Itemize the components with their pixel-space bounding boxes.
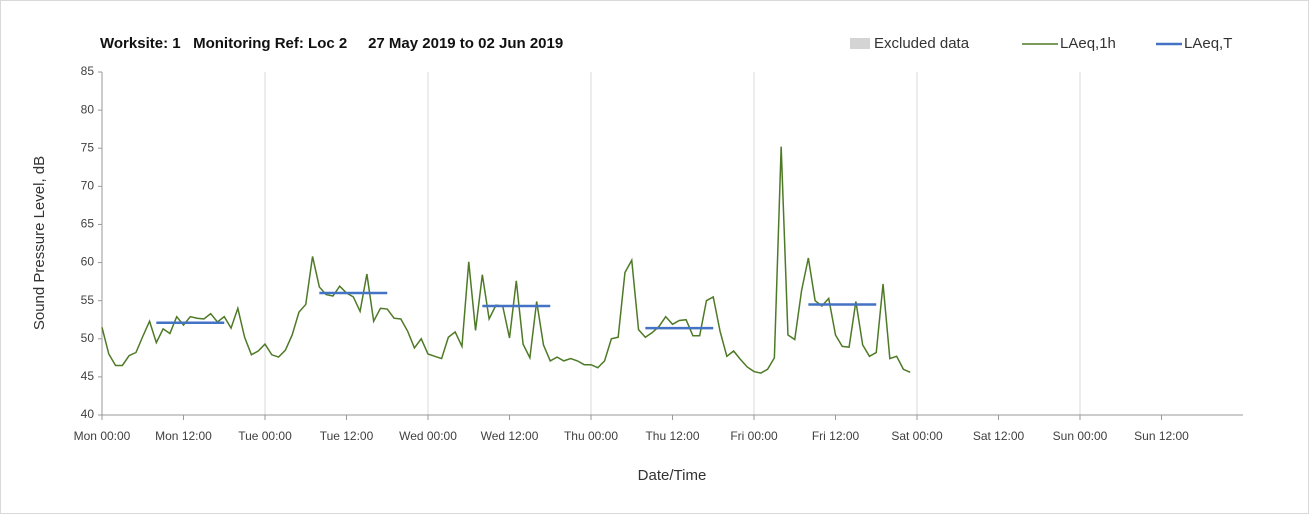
y-tick-label: 65 [81,217,95,231]
y-tick-label: 75 [81,140,95,154]
legend-label: Excluded data [874,35,970,52]
y-tick-label: 80 [81,102,95,116]
x-tick-label: Sun 00:00 [1053,429,1108,443]
x-tick-label: Fri 12:00 [812,429,860,443]
x-tick-label: Fri 00:00 [730,429,778,443]
legend-label: LAeq,T [1184,35,1232,52]
series-line [156,291,877,330]
x-tick-label: Wed 00:00 [399,429,457,443]
legend-swatch [850,38,870,49]
x-tick-label: Thu 12:00 [645,429,699,443]
y-tick-label: 45 [81,369,95,383]
y-tick-label: 55 [81,293,95,307]
x-tick-label: Sat 12:00 [973,429,1025,443]
y-tick-label: 60 [81,255,95,269]
y-tick-label: 70 [81,179,95,193]
y-tick-label: 50 [81,331,95,345]
x-tick-label: Thu 00:00 [564,429,618,443]
x-axis-title: Date/Time [638,467,707,484]
x-tick-label: Tue 12:00 [320,429,374,443]
chart-title: Worksite: 1 Monitoring Ref: Loc 2 27 May… [100,35,563,52]
x-tick-label: Sun 12:00 [1134,429,1189,443]
x-tick-label: Mon 00:00 [74,429,131,443]
x-tick-label: Wed 12:00 [481,429,539,443]
x-tick-label: Tue 00:00 [238,429,292,443]
legend-label: LAeq,1h [1060,35,1116,52]
series-line [101,146,911,374]
y-tick-label: 85 [81,64,95,78]
x-tick-label: Mon 12:00 [155,429,212,443]
x-tick-label: Sat 00:00 [891,429,943,443]
y-axis-title: Sound Pressure Level, dB [31,156,48,330]
y-tick-label: 40 [81,407,95,421]
